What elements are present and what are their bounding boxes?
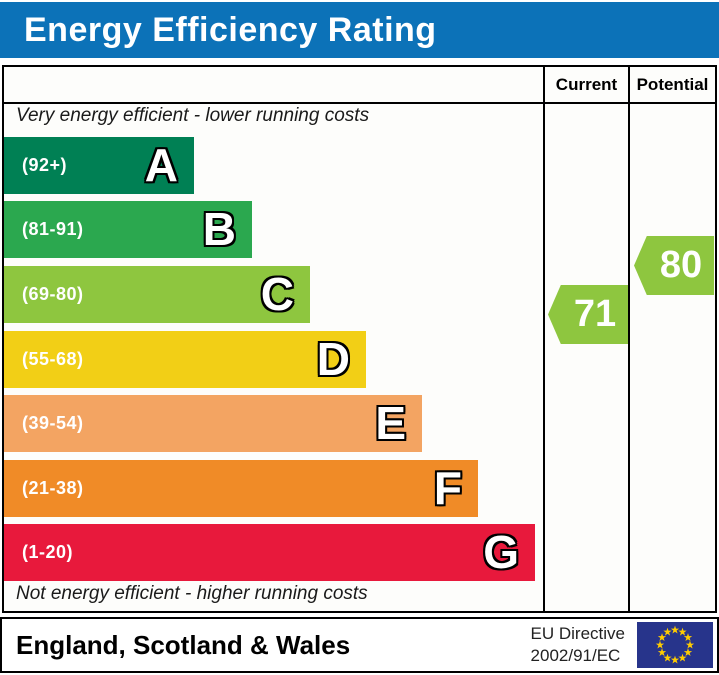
band-letter: D [316,333,350,385]
band-range-label: (1-20) [22,542,74,562]
band-letter: F [433,462,462,514]
current-rating-arrow: 71 [548,285,628,344]
eu-flag-icon [637,622,713,668]
band-range-label: (21-38) [22,478,84,498]
epc-chart: Current Potential Very energy efficient … [2,65,717,613]
potential-rating-arrow: 80 [634,236,714,295]
title-bar: Energy Efficiency Rating [0,2,719,58]
current-rating-value: 71 [573,293,617,335]
column-header-potential: Potential [636,75,709,94]
eu-directive-line2: 2002/91/EC [530,646,621,665]
band-range-label: (81-91) [22,219,84,239]
column-divider-current [543,67,545,611]
potential-rating-value: 80 [659,244,703,286]
caption-not-efficient: Not energy efficient - higher running co… [16,583,368,604]
column-divider-potential [628,67,630,611]
band-letter: A [144,139,178,191]
band-letter: E [375,397,406,449]
page-title: Energy Efficiency Rating [24,10,437,49]
band-row-E: (39-54) E [4,395,422,452]
band-letter: B [202,203,236,255]
band-range-label: (69-80) [22,284,84,304]
band-letter: C [260,268,294,320]
band-row-F: (21-38) F [4,460,478,517]
region-label: England, Scotland & Wales [16,629,351,660]
band-range-label: (92+) [22,155,68,175]
band-letter: G [483,526,519,578]
band-row-C: (69-80) C [4,266,310,323]
eu-directive-line1: EU Directive [530,624,625,643]
footer: England, Scotland & Wales EU Directive 2… [0,617,719,673]
header-divider [4,102,715,104]
band-row-A: (92+) A [4,137,194,194]
band-row-G: (1-20) G [4,524,535,581]
caption-very-efficient: Very energy efficient - lower running co… [16,105,370,126]
band-range-label: (39-54) [22,413,84,433]
directive-group: EU Directive 2002/91/EC [531,622,717,668]
band-range-label: (55-68) [22,349,84,369]
band-row-D: (55-68) D [4,331,366,388]
column-header-current: Current [555,75,618,94]
band-row-B: (81-91) B [4,201,252,258]
eu-directive-text: EU Directive 2002/91/EC [531,623,625,667]
